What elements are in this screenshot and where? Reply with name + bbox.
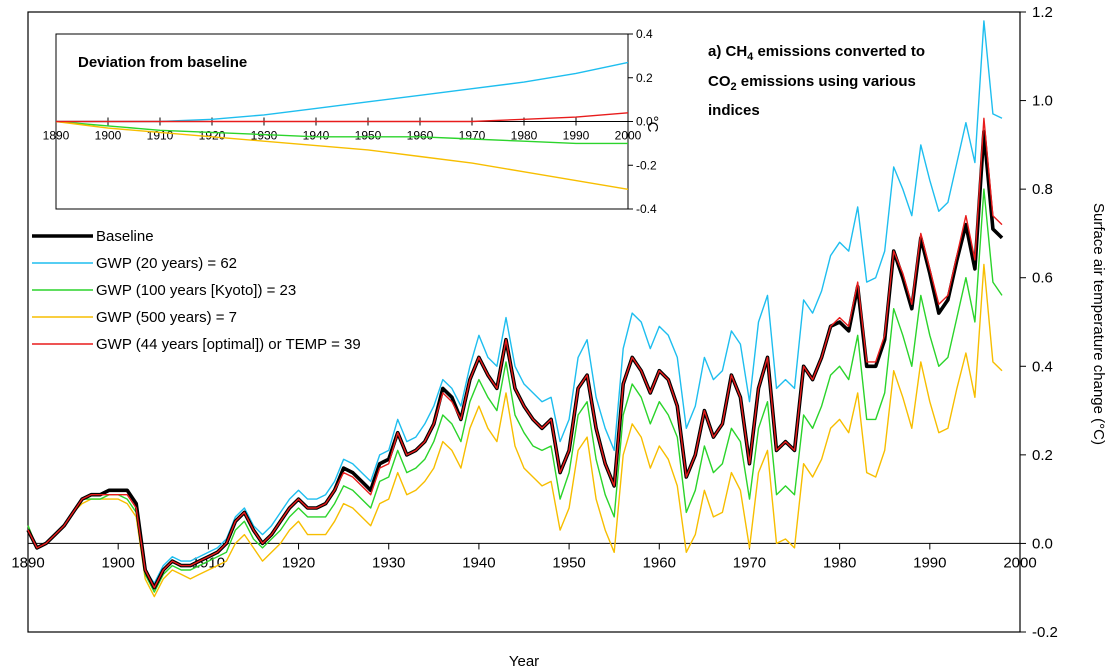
y-tick-label: 1.2 <box>1032 4 1053 21</box>
x-tick-label: 1950 <box>552 554 585 571</box>
x-tick-label: 2000 <box>1003 554 1036 571</box>
y-tick-label: 0.4 <box>1032 358 1053 375</box>
x-tick-label: 1900 <box>101 554 134 571</box>
x-tick-label: 1940 <box>462 554 495 571</box>
inset-x-tick-label: 1900 <box>95 129 122 143</box>
legend-label: GWP (20 years) = 62 <box>96 255 237 272</box>
x-tick-label: 1970 <box>733 554 766 571</box>
inset-x-tick-label: 2000 <box>615 129 642 143</box>
legend-label: GWP (100 years [Kyoto]) = 23 <box>96 282 296 299</box>
inset-y-tick-label: 0.0 <box>636 115 653 129</box>
inset-x-tick-label: 1990 <box>563 129 590 143</box>
inset-x-tick-label: 1970 <box>459 129 486 143</box>
y-tick-label: 0.6 <box>1032 270 1053 287</box>
inset-x-tick-label: 1940 <box>303 129 330 143</box>
inset-x-tick-label: 1960 <box>407 129 434 143</box>
legend: Baseline GWP (20 years) = 62 GWP (100 year… <box>32 228 361 353</box>
annotation-line-2: CO2 emissions using various <box>708 73 916 93</box>
y-tick-label: 1.0 <box>1032 93 1053 110</box>
x-tick-label: 1990 <box>913 554 946 571</box>
y-tick-label: 0.0 <box>1032 535 1053 552</box>
x-tick-label: 1890 <box>11 554 44 571</box>
legend-label: Baseline <box>96 228 154 245</box>
y-tick-label: 0.2 <box>1032 447 1053 464</box>
inset-x-tick-label: 1890 <box>43 129 70 143</box>
x-tick-label: 1980 <box>823 554 856 571</box>
legend-label: GWP (44 years [optimal]) or TEMP = 39 <box>96 336 361 353</box>
legend-label: GWP (500 years) = 7 <box>96 309 237 326</box>
annotation-line-3: indices <box>708 102 760 119</box>
y-axis-label: Surface air temperature change (°C) <box>1090 203 1107 445</box>
y-tick-label: 0.8 <box>1032 181 1053 198</box>
inset-y-tick-label: -0.2 <box>636 158 657 172</box>
inset-deviation-chart: Deviation from baseline °C 1890 1900 1910 1… <box>43 27 661 216</box>
x-tick-label: 1960 <box>643 554 676 571</box>
inset-y-tick-label: 0.4 <box>636 27 653 41</box>
inset-y-tick-label: 0.2 <box>636 71 653 85</box>
inset-x-tick-label: 1950 <box>355 129 382 143</box>
x-tick-label: 1920 <box>282 554 315 571</box>
x-tick-label: 1930 <box>372 554 405 571</box>
x-axis-label: Year <box>509 653 539 670</box>
annotation-line-1: a) CH4 emissions converted to <box>708 43 925 63</box>
inset-title: Deviation from baseline <box>78 54 247 71</box>
inset-y-tick-label: -0.4 <box>636 202 657 216</box>
y-tick-label: -0.2 <box>1032 624 1058 641</box>
